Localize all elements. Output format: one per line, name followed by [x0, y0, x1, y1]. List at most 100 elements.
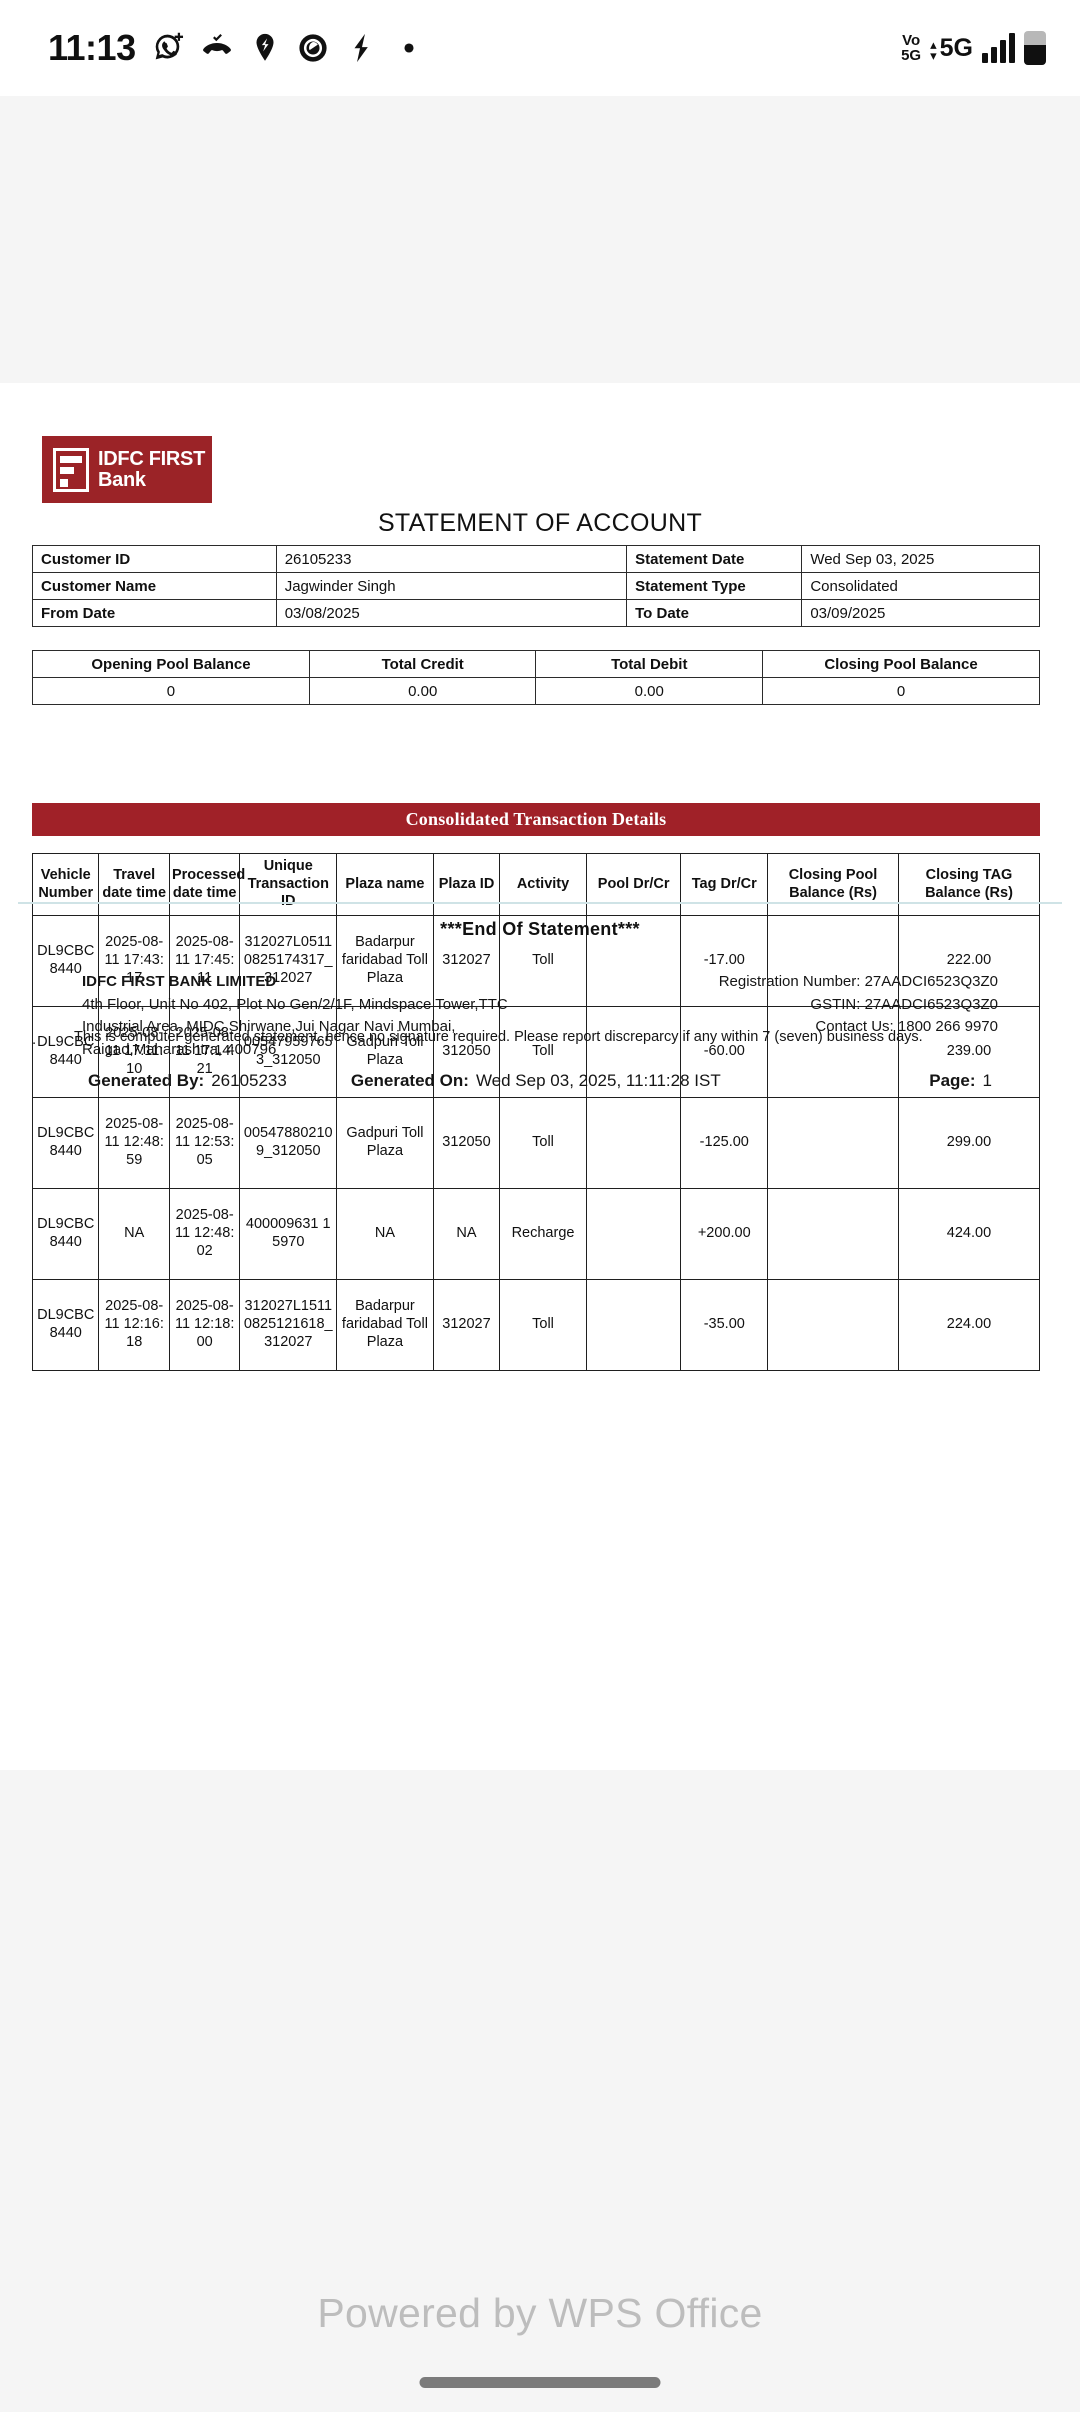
cell-closing-pool-balance: [767, 1006, 899, 1098]
cell-vehicle-number: DL9CBC8440: [31, 1188, 100, 1280]
cell-closing-tag-balance: 222.00: [897, 915, 1041, 1007]
from-date-value: 03/08/2025: [275, 599, 628, 627]
notification-icons: [152, 31, 426, 65]
generated-by: Generated By: 26105233: [88, 1071, 287, 1091]
generated-on-label: Generated On:: [350, 1071, 469, 1090]
opening-pool-balance-value: 0: [32, 677, 310, 705]
customer-info-table: Customer ID 26105233 Statement Date Wed …: [32, 545, 1040, 627]
camera-icon: [298, 34, 327, 62]
page-value: 1: [982, 1071, 992, 1090]
cell-travel-date-time: 2025-08-11 17:43:17: [98, 915, 170, 1007]
cell-plaza-name: Badarpur faridabad Toll Plaza: [336, 1279, 434, 1371]
cell-processed-date-time: 2025-08-11 12:53:05: [168, 1097, 241, 1189]
total-credit-header: Total Credit: [308, 650, 537, 678]
cell-pool-dr-cr: [585, 915, 682, 1007]
cell-travel-date-time: 2025-08-11 12:16:18: [98, 1279, 170, 1371]
generated-on-value: Wed Sep 03, 2025, 11:11:28 IST: [475, 1071, 721, 1090]
page-number: Page: 1: [929, 1071, 992, 1091]
bullet-dot: .: [32, 1031, 37, 1048]
company-address-block: IDFC FIRST BANK LIMITED 4th Floor, Unit …: [82, 971, 508, 1061]
customer-id-value: 26105233: [275, 545, 628, 573]
col-closing-pool-balance: Closing Pool Balance (Rs): [767, 853, 899, 916]
registration-number: Registration Number: 27AADCI6523Q3Z0: [718, 973, 998, 990]
wps-office-watermark: Powered by WPS Office: [317, 2290, 763, 2336]
opening-pool-balance-header: Opening Pool Balance: [32, 650, 310, 678]
network-label: 5G: [939, 33, 973, 62]
cell-unique-transaction-id: 312027L15110825121618_312027: [239, 1279, 338, 1371]
document-page[interactable]: IDFC FIRST Bank STATEMENT OF ACCOUNT Cus…: [0, 383, 1080, 1770]
col-unique-transaction-id: Unique Transaction ID: [239, 853, 338, 916]
table-row: DL9CBC8440 2025-08-11 17:11:10 2025-08-1…: [31, 1006, 1041, 1098]
status-bar-left: 11:13: [48, 27, 426, 69]
from-date-label: From Date: [32, 599, 277, 627]
col-closing-tag-balance: Closing TAG Balance (Rs): [897, 853, 1041, 916]
page-label: Page:: [929, 1071, 976, 1090]
col-plaza-id: Plaza ID: [432, 853, 501, 916]
statement-type-value: Consolidated: [801, 572, 1040, 600]
customer-name-value: Jagwinder Singh: [275, 572, 628, 600]
cell-plaza-id: 312050: [432, 1097, 501, 1189]
cell-travel-date-time: 2025-08-11 17:11:10: [98, 1006, 170, 1098]
company-name: IDFC FIRST BANK LIMITED: [82, 973, 277, 990]
to-date-value: 03/09/2025: [801, 599, 1040, 627]
battery-icon: [1024, 31, 1046, 65]
table-row: 0 0.00 0.00 0: [32, 677, 1040, 705]
footer-row: Generated By: 26105233 Generated On: Wed…: [88, 1071, 992, 1091]
cell-processed-date-time: 2025-08-11 17:14:21: [168, 1006, 241, 1098]
cell-processed-date-time: 2025-08-11 12:48:02: [168, 1188, 241, 1280]
col-plaza-name: Plaza name: [336, 853, 434, 916]
cell-unique-transaction-id: 005478802109_312050: [239, 1097, 338, 1189]
cell-tag-dr-cr: -35.00: [680, 1279, 769, 1371]
cell-vehicle-number: DL9CBC8440: [31, 1006, 100, 1098]
cell-travel-date-time: 2025-08-11 12:48:59: [98, 1097, 170, 1189]
end-of-statement-text: ***End Of Statement***: [440, 919, 640, 939]
cell-tag-dr-cr: -60.00: [680, 1006, 769, 1098]
cell-activity: Toll: [499, 1097, 587, 1189]
gstin-number: GSTIN: 27AADCI6523Q3Z0: [810, 995, 998, 1013]
dot-icon: [404, 43, 414, 53]
logo-line-2: Bank: [98, 468, 146, 491]
cell-travel-date-time: NA: [98, 1188, 170, 1280]
cell-pool-dr-cr: [585, 1006, 682, 1098]
cell-plaza-name: NA: [336, 1188, 434, 1280]
disclaimer-text: This is computer generated statement, he…: [74, 1029, 923, 1045]
cell-processed-date-time: 2025-08-11 12:18:00: [168, 1279, 241, 1371]
table-row: DL9CBC8440 2025-08-11 17:43:17 2025-08-1…: [31, 915, 1041, 1007]
col-activity: Activity: [499, 853, 587, 916]
flash-icon: [354, 33, 368, 63]
signal-bars-icon: [982, 33, 1015, 63]
table-row: DL9CBC8440 NA 2025-08-11 12:48:02 400009…: [31, 1188, 1041, 1280]
status-bar-right: Vo 5G ▴ ▾ 5G: [901, 31, 1046, 65]
total-debit-header: Total Debit: [535, 650, 764, 678]
cell-pool-dr-cr: [585, 1097, 682, 1189]
cell-plaza-id: 312050: [432, 1006, 501, 1098]
generated-by-label: Generated By:: [88, 1071, 205, 1090]
cell-unique-transaction-id: 312027L05110825174317_312027: [239, 915, 338, 1007]
company-address-line-3: Raigad,Maharashtra, 400796: [82, 1040, 277, 1058]
cell-activity: Toll: [499, 1279, 587, 1371]
home-indicator[interactable]: [419, 2377, 661, 2388]
cell-plaza-name: Gadpuri Toll Plaza: [336, 1006, 434, 1098]
closing-pool-balance-header: Closing Pool Balance: [762, 650, 1040, 678]
col-travel-date-time: Travel date time: [98, 853, 170, 916]
bank-document-icon: [53, 447, 89, 492]
statement-date-label: Statement Date: [626, 545, 803, 573]
cell-closing-tag-balance: 224.00: [897, 1279, 1041, 1371]
table-row: Customer Name Jagwinder Singh Statement …: [32, 572, 1040, 600]
generated-by-value: 26105233: [211, 1071, 287, 1090]
cell-closing-tag-balance: 299.00: [897, 1097, 1041, 1189]
cell-vehicle-number: DL9CBC8440: [31, 1279, 100, 1371]
statement-type-label: Statement Type: [626, 572, 803, 600]
customer-id-label: Customer ID: [32, 545, 277, 573]
cell-tag-dr-cr: +200.00: [680, 1188, 769, 1280]
closing-pool-balance-value: 0: [762, 677, 1040, 705]
statement-date-value: Wed Sep 03, 2025: [801, 545, 1040, 573]
company-address-line-2: Industrial Area, MIDC Shirwane,Jui Nagar…: [82, 1018, 456, 1035]
col-processed-date-time: Processed date time: [168, 853, 245, 916]
company-address-line-1: 4th Floor, Unit No 402, Plot No Gen/2/1F…: [82, 995, 508, 1013]
logo-text: IDFC FIRST Bank: [98, 448, 205, 491]
col-pool-dr-cr: Pool Dr/Cr: [585, 853, 682, 916]
table-header-row: Opening Pool Balance Total Credit Total …: [32, 650, 1040, 678]
table-row: DL9CBC8440 2025-08-11 12:48:59 2025-08-1…: [31, 1097, 1041, 1189]
